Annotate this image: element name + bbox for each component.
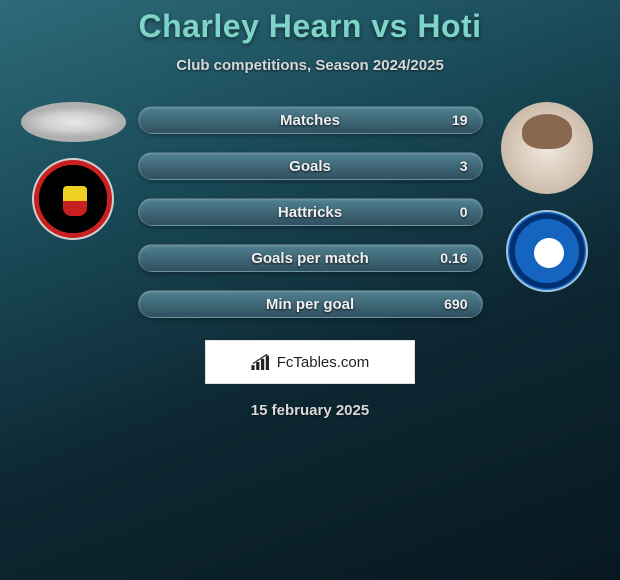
comparison-card: Charley Hearn vs Hoti Club competitions,… [0, 0, 620, 580]
stat-value-right: 690 [444, 296, 467, 312]
left-column [21, 102, 126, 240]
player-photo-left [21, 102, 126, 142]
stat-label: Min per goal [266, 296, 354, 313]
stat-label: Matches [280, 112, 340, 129]
stat-value-right: 3 [460, 158, 468, 174]
branding-label: FcTables.com [277, 354, 370, 371]
subtitle: Club competitions, Season 2024/2025 [0, 57, 620, 74]
club-badge-left [32, 158, 114, 240]
stat-bar: Goals 3 [138, 152, 483, 180]
club-badge-right [506, 210, 588, 292]
page-title: Charley Hearn vs Hoti [0, 8, 620, 45]
branding-box[interactable]: FcTables.com [205, 340, 415, 384]
date-line: 15 february 2025 [0, 402, 620, 419]
player-photo-right [501, 102, 593, 194]
stat-label: Hattricks [278, 204, 342, 221]
stat-value-right: 19 [452, 112, 468, 128]
stat-label: Goals [289, 158, 331, 175]
right-column [495, 102, 600, 292]
stat-bar: Matches 19 [138, 106, 483, 134]
stat-bar: Hattricks 0 [138, 198, 483, 226]
chart-icon [251, 354, 271, 370]
stat-value-right: 0.16 [440, 250, 467, 266]
main-area: Matches 19 Goals 3 Hattricks 0 Goals per… [0, 102, 620, 318]
stat-value-right: 0 [460, 204, 468, 220]
stat-bar: Min per goal 690 [138, 290, 483, 318]
stat-bar: Goals per match 0.16 [138, 244, 483, 272]
stats-column: Matches 19 Goals 3 Hattricks 0 Goals per… [138, 102, 483, 318]
stat-label: Goals per match [251, 250, 369, 267]
